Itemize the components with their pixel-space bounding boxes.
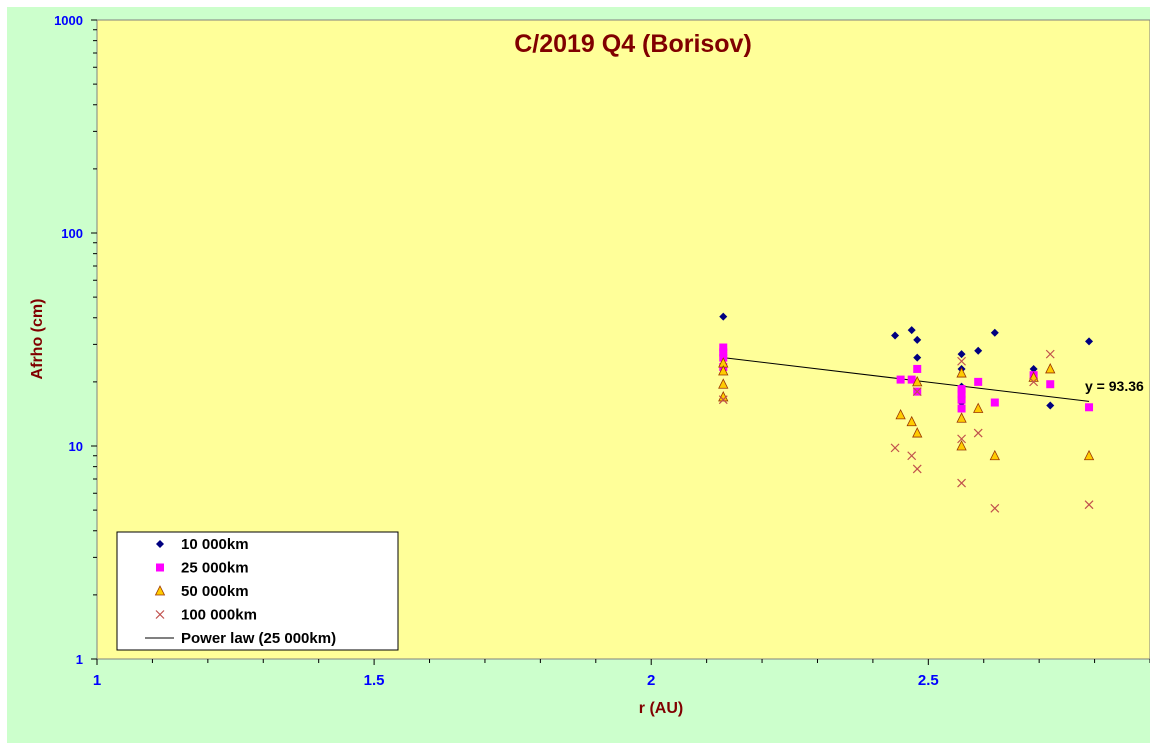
data-point-diamond bbox=[1046, 401, 1055, 410]
data-point-square bbox=[990, 398, 999, 407]
data-point-triangle bbox=[956, 440, 967, 451]
data-point-triangle bbox=[718, 378, 729, 389]
legend-marker-diamond bbox=[156, 540, 164, 548]
data-point-triangle bbox=[912, 427, 923, 438]
data-point-cross bbox=[890, 443, 900, 453]
data-point-diamond bbox=[957, 350, 966, 359]
data-point-square bbox=[719, 343, 728, 352]
data-point-square bbox=[1046, 380, 1055, 389]
data-point-triangle bbox=[989, 449, 1000, 461]
data-point-cross bbox=[957, 356, 966, 366]
trendline-layer bbox=[723, 357, 1090, 402]
legend-label: 10 000km bbox=[181, 536, 249, 553]
data-point-diamond bbox=[1085, 337, 1094, 346]
data-point-cross bbox=[912, 387, 922, 397]
y-axis-title: Afrho (cm) bbox=[29, 299, 46, 380]
data-point-diamond bbox=[1029, 364, 1038, 373]
data-point-square bbox=[957, 390, 966, 399]
legend-label: Power law (25 000km) bbox=[181, 630, 336, 647]
x-tick-label: 1.5 bbox=[364, 672, 385, 689]
legend-label: 50 000km bbox=[181, 583, 249, 600]
data-point-triangle bbox=[956, 412, 967, 423]
data-point-diamond bbox=[913, 335, 922, 344]
data-point-cross bbox=[1029, 377, 1039, 387]
legend-marker-triangle bbox=[154, 585, 166, 596]
data-point-square bbox=[1085, 403, 1094, 412]
data-point-square bbox=[957, 385, 966, 394]
legend: 10 000km 25 000km 50 000km 100 000km Power l… bbox=[116, 531, 399, 651]
data-point-square bbox=[907, 375, 916, 384]
data-point-square bbox=[957, 395, 966, 404]
data-point-cross bbox=[957, 434, 966, 444]
data-point-cross bbox=[907, 451, 917, 461]
y-tick-label: 1000 bbox=[54, 13, 83, 28]
y-tick-label: 10 bbox=[69, 439, 83, 454]
data-point-square bbox=[913, 364, 922, 373]
data-point-square bbox=[957, 404, 966, 413]
x-tick-label: 2.5 bbox=[918, 672, 939, 689]
x-tick-label: 1 bbox=[93, 672, 101, 689]
data-point-diamond bbox=[891, 331, 900, 340]
data-point-triangle bbox=[1045, 363, 1056, 374]
trendline bbox=[723, 357, 1090, 402]
data-point-diamond bbox=[907, 326, 916, 335]
data-point-triangle bbox=[956, 367, 967, 378]
data-point-cross bbox=[1084, 500, 1094, 510]
data-point-triangle bbox=[718, 365, 729, 376]
data-point-triangle bbox=[973, 402, 984, 413]
legend-marker-cross bbox=[155, 610, 165, 619]
x-tick-label: 2 bbox=[647, 672, 655, 689]
points-layer bbox=[718, 312, 1095, 513]
data-point-cross bbox=[990, 503, 1000, 513]
data-point-cross bbox=[973, 428, 983, 438]
data-point-diamond bbox=[974, 346, 983, 355]
trendline-equation: y = 93.36 bbox=[1085, 378, 1144, 394]
data-point-diamond bbox=[913, 353, 922, 362]
data-point-cross bbox=[912, 464, 922, 474]
data-point-triangle bbox=[1083, 449, 1095, 461]
axis-ticks: 1 1.5 2 2.5 1 10 100 1000 bbox=[54, 13, 1150, 689]
data-point-triangle bbox=[895, 408, 906, 420]
data-point-cross bbox=[718, 395, 728, 405]
x-axis-title: r (AU) bbox=[639, 700, 683, 717]
y-tick-label: 100 bbox=[61, 226, 83, 241]
data-point-triangle bbox=[912, 375, 923, 387]
data-point-cross bbox=[1045, 349, 1055, 359]
chart-svg: 1 1.5 2 2.5 1 10 100 1000 C/2019 Q4 (Borisov) r… bbox=[29, 13, 1150, 717]
data-point-triangle bbox=[906, 415, 917, 427]
data-point-diamond bbox=[990, 328, 999, 337]
data-point-cross bbox=[957, 478, 966, 488]
legend-label: 25 000km bbox=[181, 560, 249, 577]
legend-label: 100 000km bbox=[181, 607, 257, 624]
legend-marker-square bbox=[156, 563, 164, 572]
data-point-square bbox=[974, 377, 983, 386]
data-point-diamond bbox=[719, 312, 728, 321]
data-point-square bbox=[896, 375, 905, 384]
chart-area: 1 1.5 2 2.5 1 10 100 1000 C/2019 Q4 (Borisov) r… bbox=[7, 7, 1150, 743]
chart-title: C/2019 Q4 (Borisov) bbox=[514, 30, 752, 58]
legend-box bbox=[116, 531, 399, 651]
data-point-square bbox=[719, 348, 728, 357]
y-tick-label: 1 bbox=[76, 652, 83, 667]
data-point-triangle bbox=[718, 391, 729, 402]
